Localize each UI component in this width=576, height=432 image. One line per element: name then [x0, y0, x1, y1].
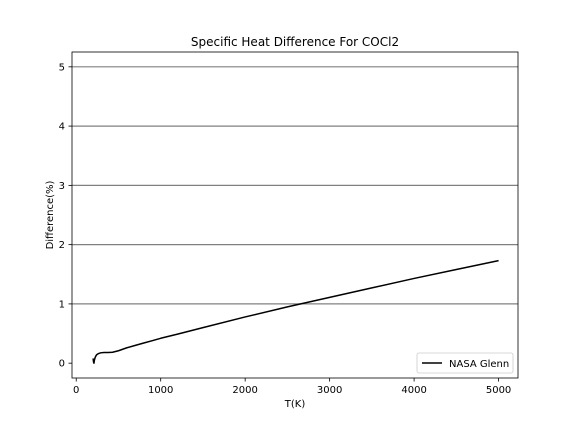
y-tick-label-2: 2 [59, 240, 65, 251]
y-tick-label-5: 5 [59, 62, 65, 73]
x-tick-label-3000: 3000 [317, 385, 342, 396]
plot-frame [71, 51, 519, 379]
legend-label-nasa-glenn: NASA Glenn [449, 359, 509, 370]
x-axis-ticks: 0 1000 2000 3000 4000 5000 [73, 378, 511, 396]
chart-title: Specific Heat Difference For COCl2 [191, 35, 399, 49]
y-tick-label-4: 4 [59, 122, 65, 133]
series-line-nasa-glenn [92, 259, 499, 364]
y-axis-label: Difference(%) [45, 180, 56, 249]
x-axis-label: T(K) [284, 399, 306, 410]
x-tick-label-5000: 5000 [486, 385, 511, 396]
x-tick-label-0: 0 [73, 385, 79, 396]
legend: NASA Glenn [416, 352, 514, 374]
x-tick-label-1000: 1000 [148, 385, 173, 396]
y-tick-label-1: 1 [59, 299, 65, 310]
horizontal-lines [72, 66, 518, 305]
x-tick-label-2000: 2000 [232, 385, 257, 396]
x-tick-label-4000: 4000 [401, 385, 426, 396]
y-axis-ticks: 0 1 2 3 4 5 [59, 62, 72, 370]
legend-box [416, 352, 514, 374]
series-layer [92, 259, 499, 364]
y-tick-label-0: 0 [59, 359, 65, 370]
y-tick-label-3: 3 [59, 181, 65, 192]
